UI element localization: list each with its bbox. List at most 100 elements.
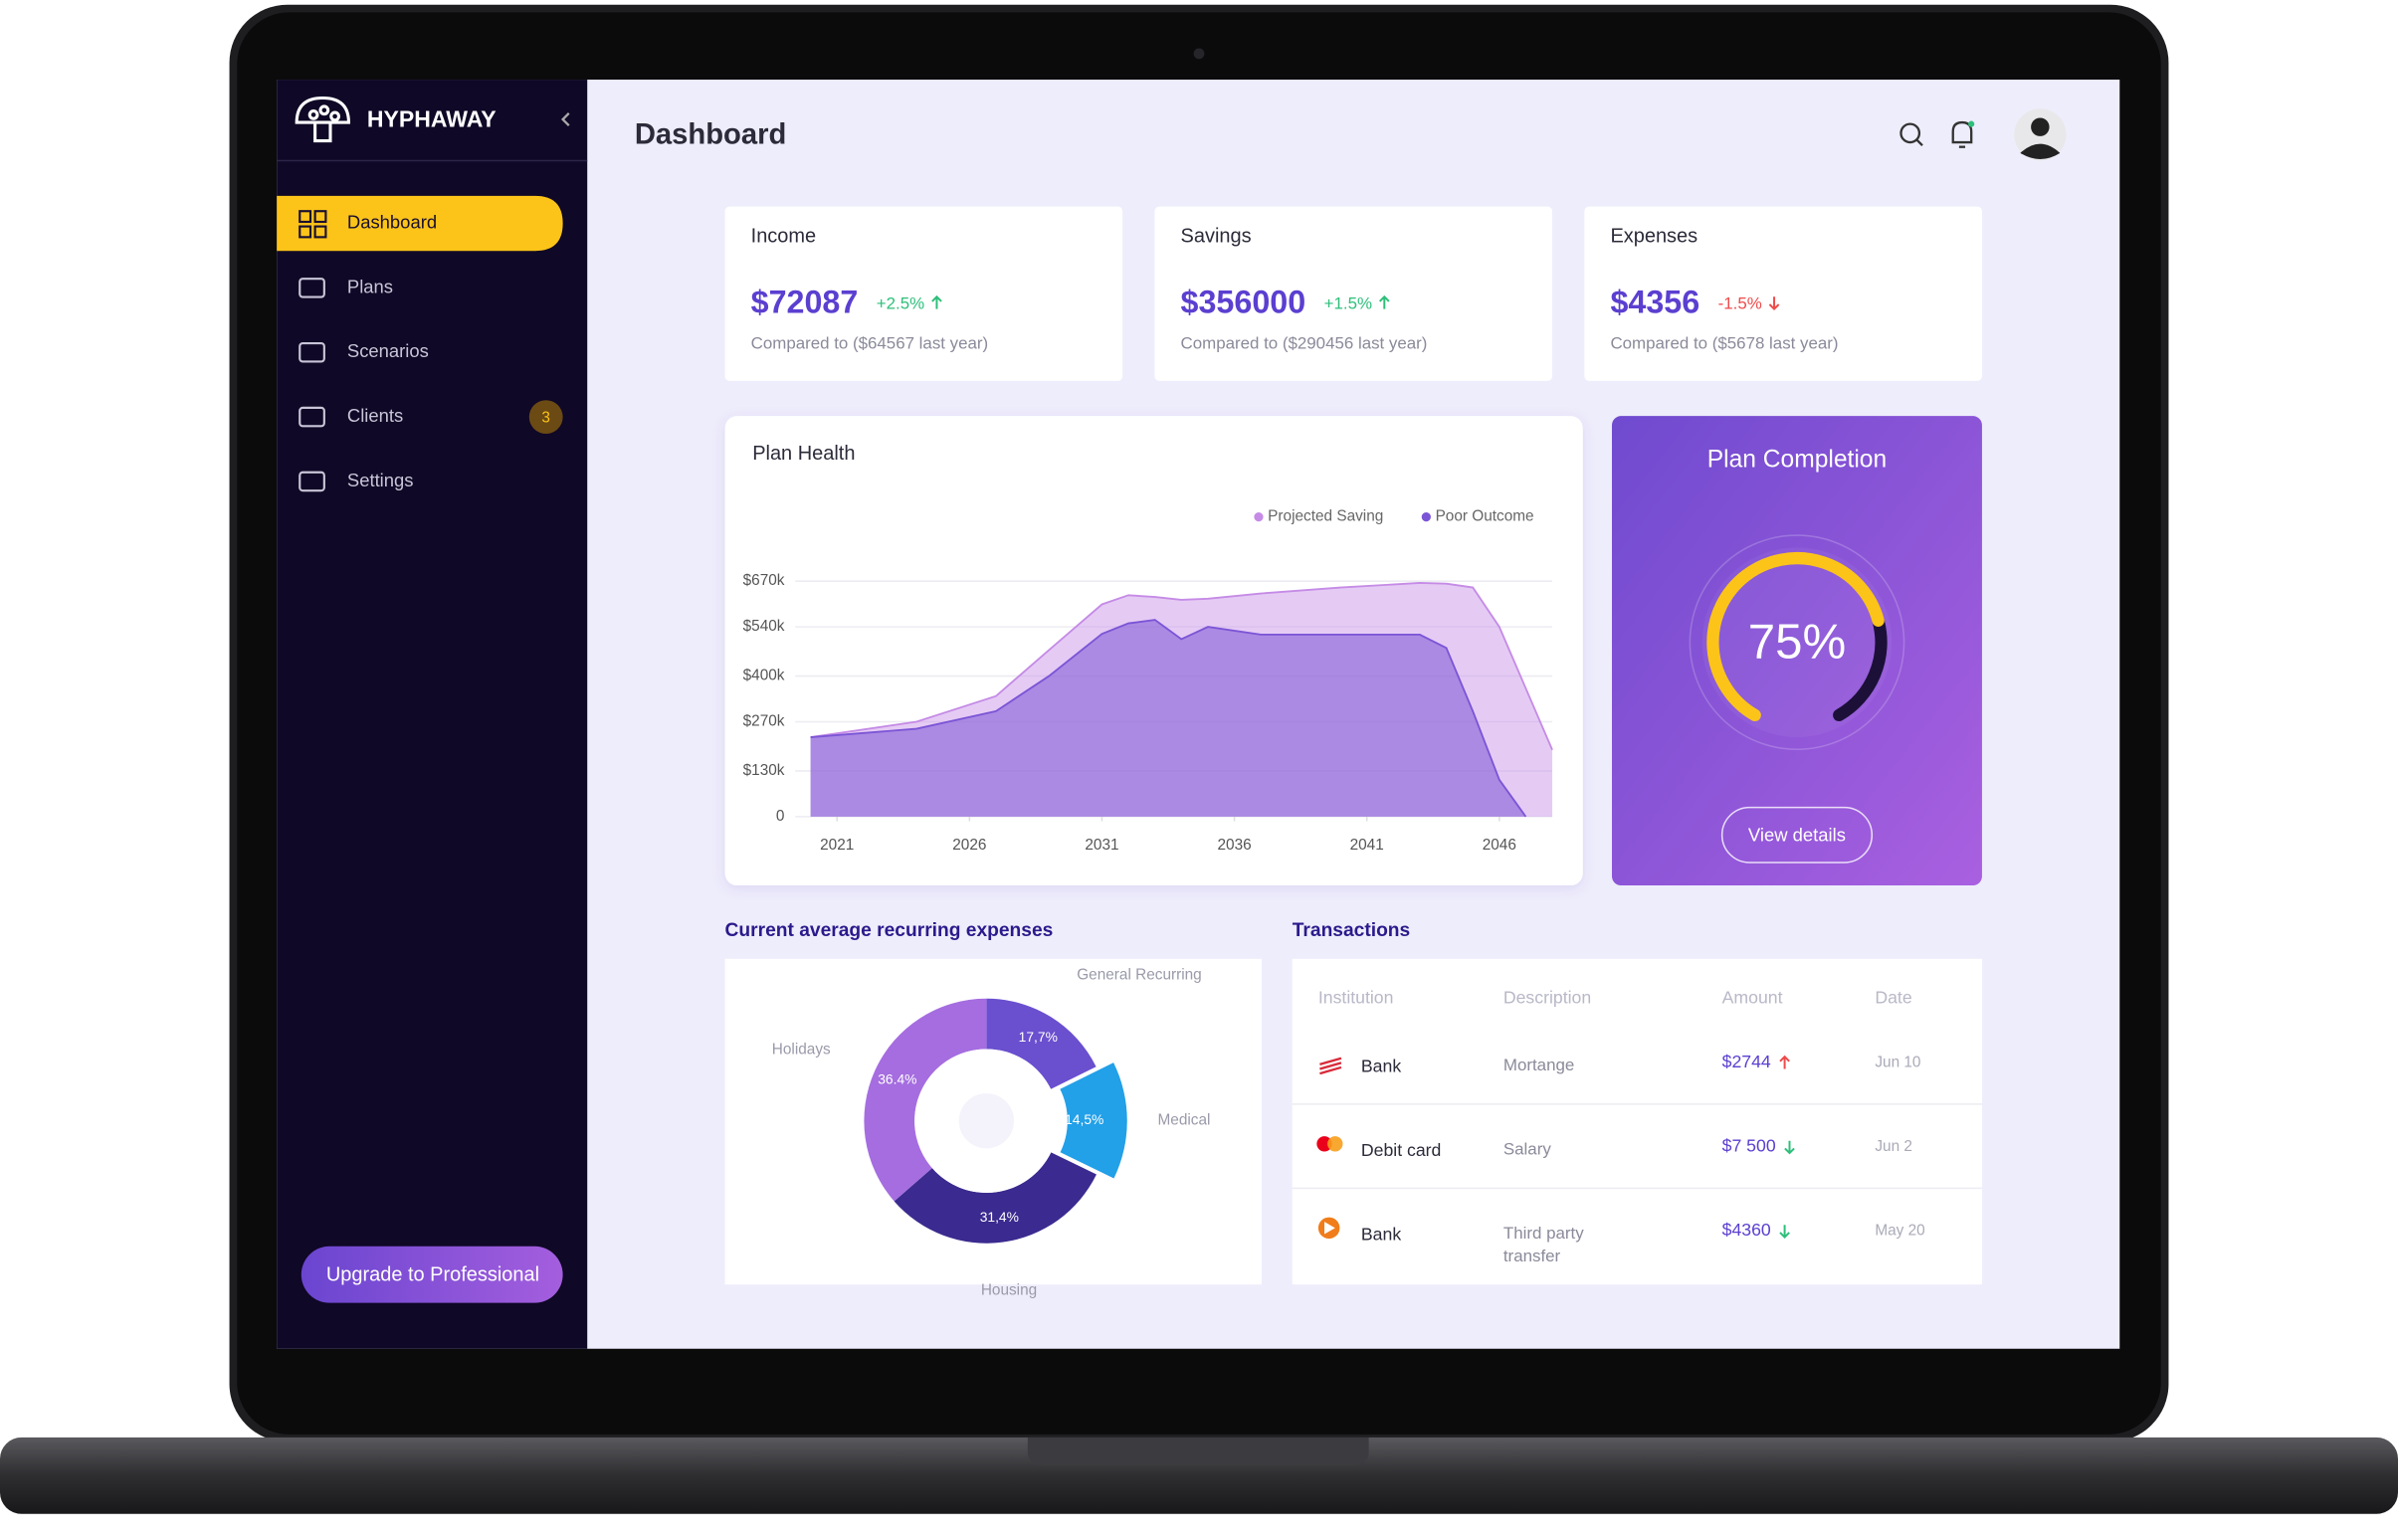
legend-label: Poor Outcome [1436,508,1534,525]
legend-label: Projected Saving [1268,508,1383,525]
arrow-down [1784,1140,1795,1155]
y-tick-label: $540k [743,618,785,635]
area-fill [810,620,1526,817]
y-tick-label: $270k [743,713,785,730]
collapse-icon[interactable] [560,112,570,126]
donut-value-label: 31,4% [980,1209,1019,1225]
nav-item[interactable]: Plans [347,276,393,296]
stat-label: Savings [1181,226,1252,248]
donut-category-label: Holidays [772,1041,831,1058]
stat-change: +2.5% [877,293,924,312]
nav-item[interactable]: Dashboard [347,211,437,232]
upgrade-button[interactable] [300,1246,563,1303]
nav-icon [299,406,325,428]
arrow-up [1779,1055,1790,1069]
page-title: Dashboard [635,119,786,151]
card-icon [1327,1136,1343,1152]
cell-amount: $2744 [1722,1052,1771,1071]
nav-item[interactable]: Clients [347,405,403,426]
donut-segment [986,998,1097,1089]
nav-icon [313,225,327,239]
brand-name: HYPHAWAY [367,106,497,132]
legend-marker [1421,512,1431,522]
nav-item[interactable]: Settings [347,470,414,490]
cell-amount: $4360 [1722,1220,1771,1240]
y-tick-label: $400k [743,668,785,684]
x-tick-label: 2026 [952,837,986,854]
gauge-halo [1701,547,1893,737]
donut-value-label: 36.4% [878,1071,916,1087]
section-title: Transactions [1293,920,1410,941]
upgrade-label: Upgrade to Professional [326,1263,539,1285]
nav-badge-count: 3 [541,410,550,427]
stat-card [1584,206,1982,381]
donut-value-label: 17,7% [1019,1029,1058,1045]
stat-change: -1.5% [1718,293,1762,312]
stat-value: $4356 [1610,285,1699,320]
y-tick-label: $130k [743,762,785,779]
bank-icon-glyph [1324,1222,1335,1235]
stat-card [724,206,1123,381]
bank-icon [1319,1061,1342,1070]
column-header: Institution [1318,987,1394,1007]
stat-note: Compared to ($64567 last year) [751,333,988,352]
cell-description-box: Salary [1502,1140,1551,1160]
donut-category-label: Housing [981,1281,1037,1298]
stat-value: $72087 [751,285,859,320]
cell-description: Mortange [1502,1057,1575,1075]
section-title: Current average recurring expenses [725,920,1054,941]
nav-icon [299,341,325,363]
camera [1193,48,1205,60]
donut-value-label: 14,5% [1065,1111,1103,1127]
y-tick-label: 0 [776,808,785,825]
cell-description: Third party transfer [1502,1225,1584,1266]
nav-icon [313,210,327,224]
donut-segment [894,1152,1097,1244]
arrow-down [1779,1225,1790,1239]
area-line [810,619,1527,818]
bank-icon [1319,1057,1342,1065]
laptop-notch [1027,1437,1369,1465]
search-icon[interactable] [1899,122,1923,146]
cell-institution: Debit card [1361,1140,1441,1160]
stat-card [1154,206,1553,381]
cell-description-box: Third party transfer [1502,1225,1584,1266]
donut-center-inner [958,1093,1015,1149]
donut-segment [1060,1062,1127,1179]
cell-date: May 20 [1875,1222,1924,1239]
arrow-down [1768,296,1780,311]
logo [295,96,350,143]
bank-icon [1319,1065,1342,1075]
cell-institution: Bank [1361,1057,1401,1076]
nav-icon [299,471,325,492]
card-icon [1316,1136,1332,1152]
bell-icon[interactable] [1951,120,1975,148]
x-tick-label: 2021 [820,837,854,854]
x-tick-label: 2041 [1350,837,1384,854]
x-tick-label: 2031 [1085,837,1118,854]
donut-segment [864,998,987,1202]
cell-institution: Bank [1361,1225,1401,1245]
cell-date: Jun 2 [1875,1138,1912,1155]
view-details-label: View details [1748,825,1846,846]
nav-icon [299,210,312,224]
cell-description: Salary [1502,1140,1551,1160]
nav-item[interactable]: Scenarios [347,340,429,361]
nav-icon [299,225,312,239]
legend-marker [1254,512,1264,522]
sidebar [277,80,588,1349]
stat-value: $356000 [1181,285,1306,320]
view-details-button[interactable] [1720,806,1874,864]
avatar-body [2020,143,2061,159]
stat-label: Expenses [1610,226,1698,248]
avatar-head [2031,117,2050,136]
stat-note: Compared to ($290456 last year) [1181,333,1428,352]
column-header: Date [1875,987,1911,1007]
plan-completion-card [1611,416,1982,886]
stat-note: Compared to ($5678 last year) [1610,333,1838,352]
cell-date: Jun 10 [1875,1054,1920,1070]
gauge-value [1706,552,1885,722]
arrow-up [931,294,942,309]
